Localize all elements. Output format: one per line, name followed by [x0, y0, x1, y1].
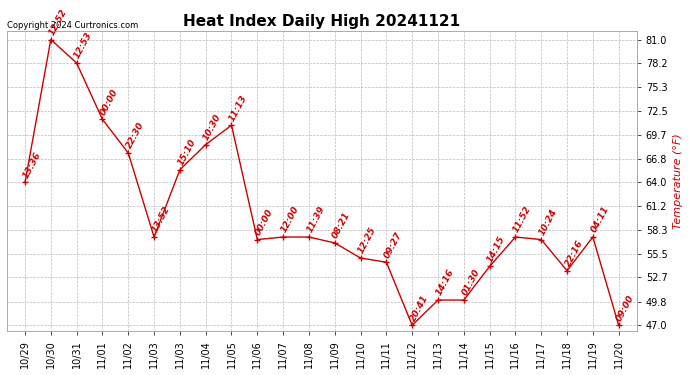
- Text: 10:30: 10:30: [202, 112, 224, 142]
- Text: 09:27: 09:27: [382, 230, 404, 260]
- Text: 22:16: 22:16: [563, 238, 584, 268]
- Text: 12:00: 12:00: [279, 205, 301, 234]
- Text: 11:39: 11:39: [305, 205, 326, 234]
- Text: 11:13: 11:13: [228, 93, 249, 123]
- Text: 20:41: 20:41: [408, 293, 430, 322]
- Text: 01:30: 01:30: [460, 268, 482, 297]
- Text: 14:15: 14:15: [486, 234, 507, 264]
- Y-axis label: Temperature (°F): Temperature (°F): [673, 133, 683, 229]
- Text: 08:21: 08:21: [331, 211, 353, 240]
- Title: Heat Index Daily High 20241121: Heat Index Daily High 20241121: [184, 13, 460, 28]
- Text: 15:10: 15:10: [176, 138, 197, 167]
- Text: 10:24: 10:24: [538, 207, 559, 237]
- Text: 00:00: 00:00: [253, 207, 275, 237]
- Text: 04:11: 04:11: [589, 205, 611, 234]
- Text: 13:36: 13:36: [21, 150, 43, 180]
- Text: 12:25: 12:25: [357, 226, 378, 255]
- Text: 00:00: 00:00: [99, 87, 120, 117]
- Text: 11:52: 11:52: [511, 205, 533, 234]
- Text: 12:52: 12:52: [47, 7, 68, 37]
- Text: 13:52: 13:52: [150, 205, 172, 234]
- Text: 14:16: 14:16: [434, 268, 455, 297]
- Text: 09:00: 09:00: [615, 293, 636, 322]
- Text: Copyright 2024 Curtronics.com: Copyright 2024 Curtronics.com: [7, 21, 138, 30]
- Text: 22:30: 22:30: [124, 121, 146, 150]
- Text: 12:53: 12:53: [73, 31, 95, 60]
